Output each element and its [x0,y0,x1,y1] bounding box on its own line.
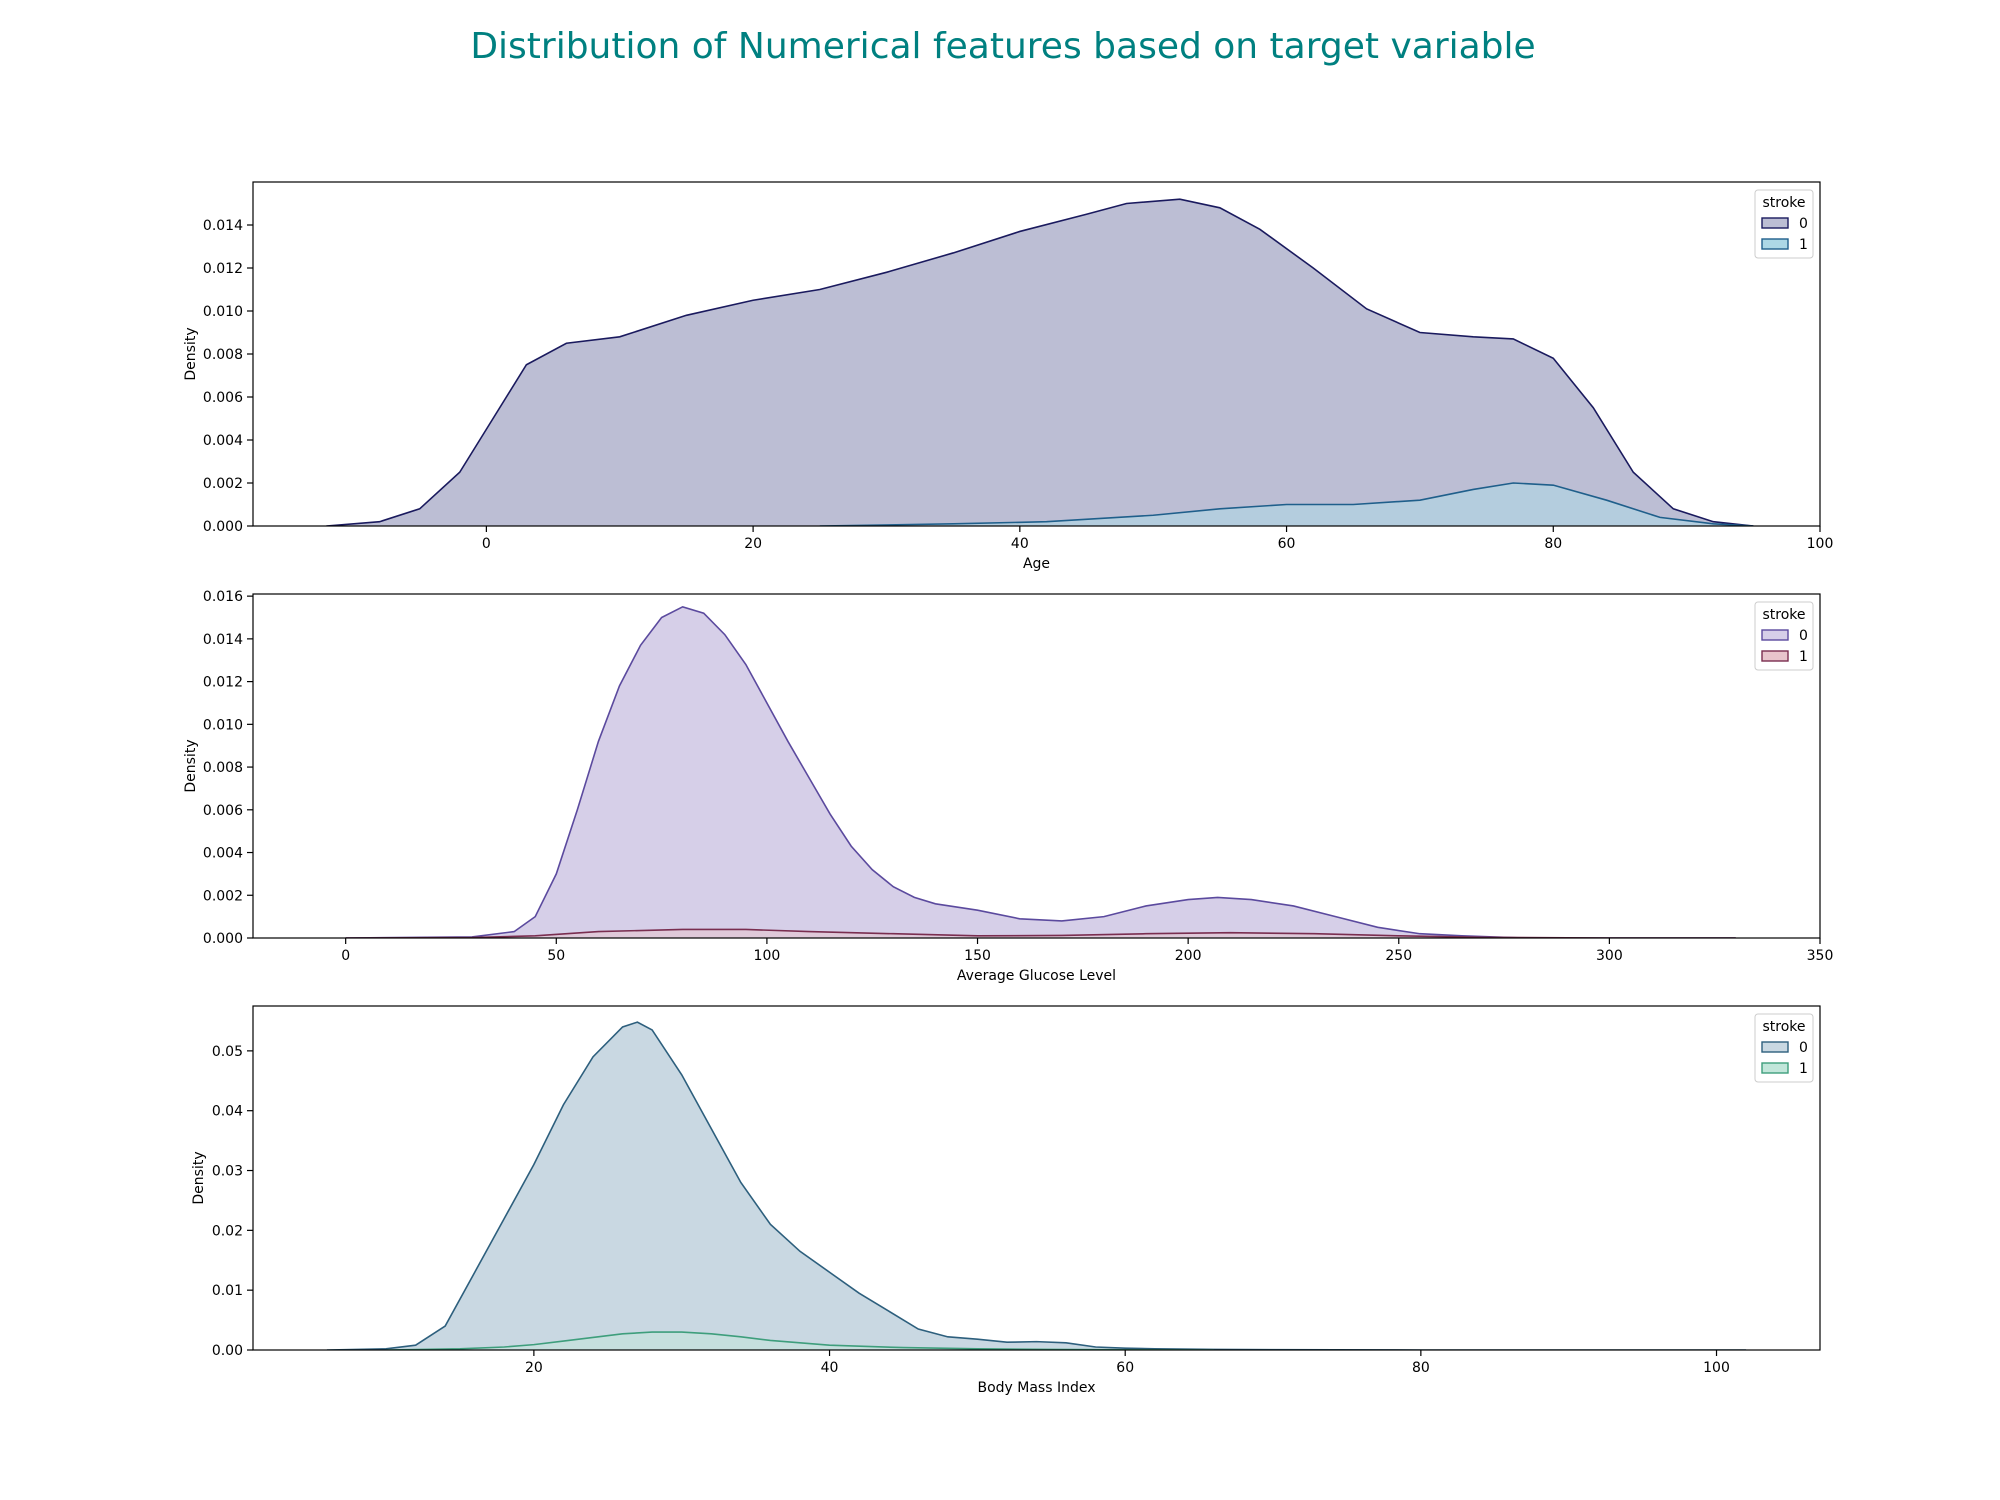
legend-entry-1: 1 [1799,237,1808,253]
y-tick-label: 0.014 [203,218,243,234]
axes-frame [252,1005,1821,1351]
x-tick-label: 0 [341,948,350,964]
plot-area [345,605,1736,938]
x-tick-label: 300 [1596,948,1623,964]
density-area-stroke-0 [326,199,1754,526]
y-axis-label: Density [183,327,199,380]
y-tick-label: 0.006 [203,390,243,406]
x-tick-label: 100 [1807,536,1834,552]
x-tick-label: 0 [482,536,491,552]
y-tick-label: 0.00 [212,1343,243,1359]
axes-frame [252,593,1821,939]
legend-swatch-1 [1761,238,1789,250]
x-tick-label: 20 [744,536,762,552]
x-tick-label: 40 [1011,536,1029,552]
y-tick-label: 0.004 [203,433,243,449]
y-axis-label: Density [183,739,199,792]
y-tick-label: 0.010 [203,304,243,320]
x-tick-label: 100 [754,948,781,964]
y-tick-label: 0.002 [203,476,243,492]
x-tick-label: 80 [1412,1360,1430,1376]
density-line-stroke-1 [819,482,1754,526]
y-tick-label: 0.000 [203,519,243,535]
density-line-stroke-0 [326,198,1754,526]
plot-area [326,198,1754,526]
subplot-2: 0 50 100 150 200 250 300 350 0.000 0.002 0.004 0.00… [183,589,1833,984]
legend-swatch-0 [1761,1041,1789,1053]
y-tick-label: 0.012 [203,675,243,691]
density-area-stroke-0 [326,1022,1747,1350]
legend: stroke 0 1 [1754,601,1814,671]
x-tick-label: 60 [1278,536,1296,552]
x-axis-label: Average Glucose Level [957,968,1116,984]
legend-swatch-0 [1761,217,1789,229]
legend-swatch-1 [1761,1062,1789,1074]
density-line-stroke-0 [326,1021,1747,1350]
legend-title: stroke [1762,607,1805,623]
y-tick-label: 0.012 [203,261,243,277]
x-axis-label: Body Mass Index [977,1380,1095,1396]
y-tick-label: 0.04 [212,1104,243,1120]
y-tick-label: 0.01 [212,1283,243,1299]
x-axis-label: Age [1023,556,1050,572]
y-tick-label: 0.05 [212,1044,243,1060]
x-tick-label: 60 [1116,1360,1134,1376]
subplot-1: 0 20 40 60 80 100 0.000 0.002 0.004 0.006 0.008 0.0… [183,181,1834,572]
legend-title: stroke [1762,195,1805,211]
density-line-stroke-1 [345,928,1736,938]
y-tick-label: 0.016 [203,589,243,605]
plot-area [326,1021,1747,1350]
density-line-stroke-0 [345,605,1736,938]
y-tick-label: 0.004 [203,846,243,862]
density-line-stroke-1 [386,1331,1214,1350]
y-tick-label: 0.000 [203,931,243,947]
y-tick-label: 0.002 [203,888,243,904]
x-tick-label: 100 [1703,1360,1730,1376]
y-tick-label: 0.010 [203,717,243,733]
x-tick-label: 250 [1385,948,1412,964]
legend: stroke 0 1 [1754,189,1814,259]
subplots: 0 20 40 60 80 1000.0000.0020.0040.0060.0080.0… [183,181,1834,1396]
legend-entry-0: 0 [1799,1040,1808,1056]
x-tick-label: 150 [964,948,991,964]
subplot-3: 20 40 60 80 100 0.00 0.01 0.02 0.03 0.04 0.05 Body … [191,1005,1821,1396]
legend-entry-1: 1 [1799,649,1808,665]
legend-entry-0: 0 [1799,628,1808,644]
x-tick-label: 20 [525,1360,543,1376]
legend-entry-1: 1 [1799,1061,1808,1077]
figure-title: Distribution of Numerical features based… [470,26,1535,67]
x-tick-label: 80 [1544,536,1562,552]
density-area-stroke-1 [386,1332,1214,1350]
x-tick-label: 40 [821,1360,839,1376]
y-tick-label: 0.02 [212,1223,243,1239]
legend-swatch-0 [1761,629,1789,641]
y-tick-label: 0.03 [212,1164,243,1180]
legend-entry-0: 0 [1799,216,1808,232]
y-tick-label: 0.008 [203,347,243,363]
y-axis-label: Density [191,1151,207,1204]
density-area-stroke-0 [345,606,1736,938]
legend: stroke 0 1 [1754,1013,1814,1083]
legend-title: stroke [1762,1019,1805,1035]
legend-swatch-1 [1761,650,1789,662]
x-tick-label: 350 [1807,948,1834,964]
y-tick-label: 0.014 [203,632,243,648]
x-tick-label: 50 [547,948,565,964]
y-tick-label: 0.006 [203,803,243,819]
y-tick-label: 0.008 [203,760,243,776]
x-tick-label: 200 [1175,948,1202,964]
